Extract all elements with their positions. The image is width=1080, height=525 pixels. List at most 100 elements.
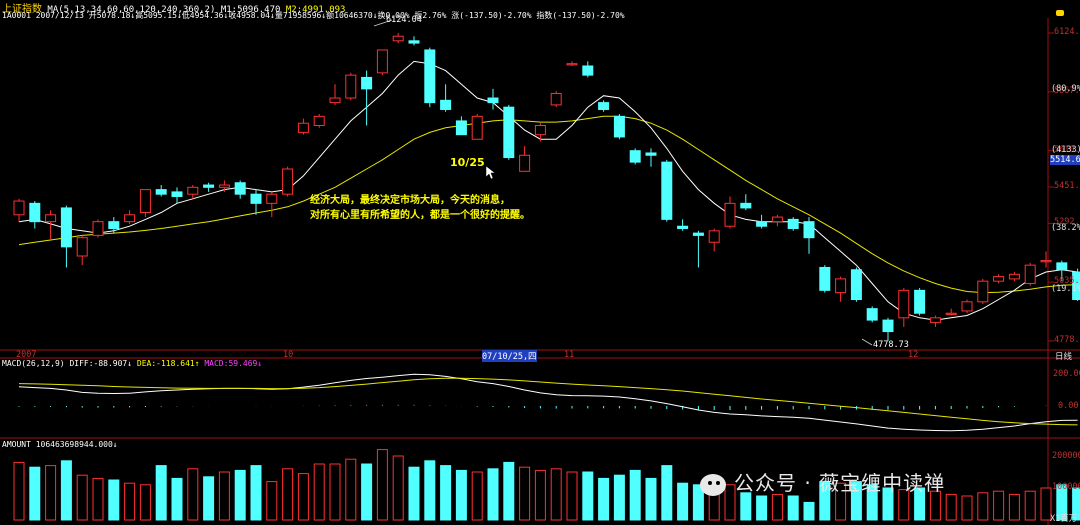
amount-bar: [550, 468, 562, 521]
candle-body: [45, 214, 57, 223]
candle-body: [1072, 271, 1080, 300]
amount-bar: [503, 461, 515, 521]
candle-body: [850, 269, 862, 300]
candle: [882, 317, 894, 341]
amount-bar: [139, 484, 151, 521]
watermark-text: 公众号 · 薇宝缠中读禅: [734, 471, 946, 495]
date-label-10: 10: [283, 350, 294, 360]
candle-body: [629, 150, 641, 163]
price-tick-label: 5610.1: [1054, 144, 1080, 155]
macd-dea-line: [18, 377, 1078, 426]
macd-hist-value: MACD:59.469↓: [204, 359, 263, 368]
amount-bar: [313, 463, 325, 521]
candle-body: [203, 184, 215, 188]
candle-body: [187, 186, 199, 195]
amount-bar: [282, 468, 294, 521]
price-tick-label: 5292.6: [1054, 217, 1080, 228]
high-price-label: 6124.04: [386, 15, 422, 25]
candle: [598, 100, 610, 112]
candle-body: [898, 289, 910, 319]
amount-bar: [724, 484, 736, 521]
candle: [29, 201, 41, 229]
amount-bar: [819, 481, 831, 521]
price-tick-label: 6124.0: [1054, 27, 1080, 37]
candle-body: [819, 266, 831, 291]
low-price-label: 4778.73: [873, 340, 909, 350]
candle-body: [171, 191, 183, 197]
candle: [440, 84, 452, 112]
amount-bar: [471, 471, 483, 521]
candle: [503, 104, 515, 160]
candle: [1040, 251, 1052, 268]
candle: [60, 205, 72, 268]
candle-body: [1040, 260, 1052, 263]
candle-body: [519, 154, 531, 172]
amount-bar: [408, 466, 420, 521]
amount-bar: [455, 469, 467, 521]
macd-header: MACD(26,12,9) DIFF:-88.907↓ DEA:-118.641…: [2, 359, 262, 368]
amount-bar: [60, 460, 72, 521]
candle: [139, 189, 151, 218]
price-tick-label: 5035.7: [1054, 276, 1080, 287]
price-tick-label: 5451.4: [1054, 180, 1080, 191]
date-label-12: 12: [908, 350, 919, 360]
period-label[interactable]: 日线: [1055, 352, 1073, 362]
amount-bar: [108, 479, 120, 521]
amount-tick-100000: 100000: [1052, 482, 1080, 492]
candle: [45, 210, 57, 240]
date-cursor-label: 07/10/25,四: [482, 350, 537, 362]
amount-bar: [92, 477, 104, 521]
pct-label-2: (4133): [1051, 145, 1080, 155]
pct-label-3: (38.2%): [1051, 223, 1080, 233]
candle-body: [961, 301, 973, 312]
amount-bar: [376, 449, 388, 521]
macd-diff-value: DIFF:-88.907↓: [69, 359, 133, 368]
candle-body: [534, 125, 546, 136]
ma-m1-value: M1:5096.470: [220, 5, 281, 15]
candle: [850, 267, 862, 302]
candle: [534, 123, 546, 142]
amount-bar: [740, 492, 752, 521]
candle: [566, 61, 578, 66]
amount-bar: [171, 477, 183, 521]
amount-bar: [598, 477, 610, 521]
candle-body: [977, 280, 989, 303]
candle: [424, 47, 436, 108]
candle-body: [313, 115, 325, 127]
amount-bar: [203, 476, 215, 521]
candle-body: [1056, 262, 1068, 271]
candle: [977, 278, 989, 305]
candle-body: [408, 40, 420, 44]
amount-bar: [898, 489, 910, 521]
ma-params: MA(5,13,34,60,60,120,240,360,2): [47, 5, 216, 15]
amount-bar: [692, 484, 704, 521]
candle: [392, 33, 404, 44]
comment-line-2: 对所有心里有所希望的人，都是一个很好的提醒。: [310, 210, 530, 221]
candle: [313, 114, 325, 128]
candle-body: [455, 120, 467, 136]
candle: [945, 308, 957, 316]
candle-body: [471, 115, 483, 140]
pct-label-4: (19.1%): [1051, 284, 1080, 294]
low-leader-line: [861, 338, 873, 346]
comment-box: 经济大局，最终决定市场大局，今天的消息， 对所有心里有所希望的人，都是一个很好的…: [310, 193, 530, 223]
ma-m2-value: M2:4991.093: [285, 5, 346, 15]
wechat-icon: [700, 473, 726, 496]
amount-bar: [155, 465, 167, 521]
candle-body: [882, 319, 894, 333]
candle: [519, 146, 531, 172]
candle-body: [282, 168, 294, 195]
candle: [661, 159, 673, 222]
macd-tick-200: 200.00: [1053, 369, 1080, 379]
axis-lock-icon[interactable]: [1056, 10, 1064, 16]
mouse-cursor-icon: [485, 165, 496, 180]
index-title[interactable]: 上证指数: [2, 4, 42, 15]
date-label-11: 11: [564, 350, 575, 360]
watermark: 公众号 · 薇宝缠中读禅: [700, 467, 945, 496]
pct-label-1: (80.9%): [1051, 84, 1080, 94]
candle-body: [108, 221, 120, 230]
candle: [124, 210, 136, 224]
amount-bar: [929, 490, 941, 521]
candle: [361, 70, 373, 126]
